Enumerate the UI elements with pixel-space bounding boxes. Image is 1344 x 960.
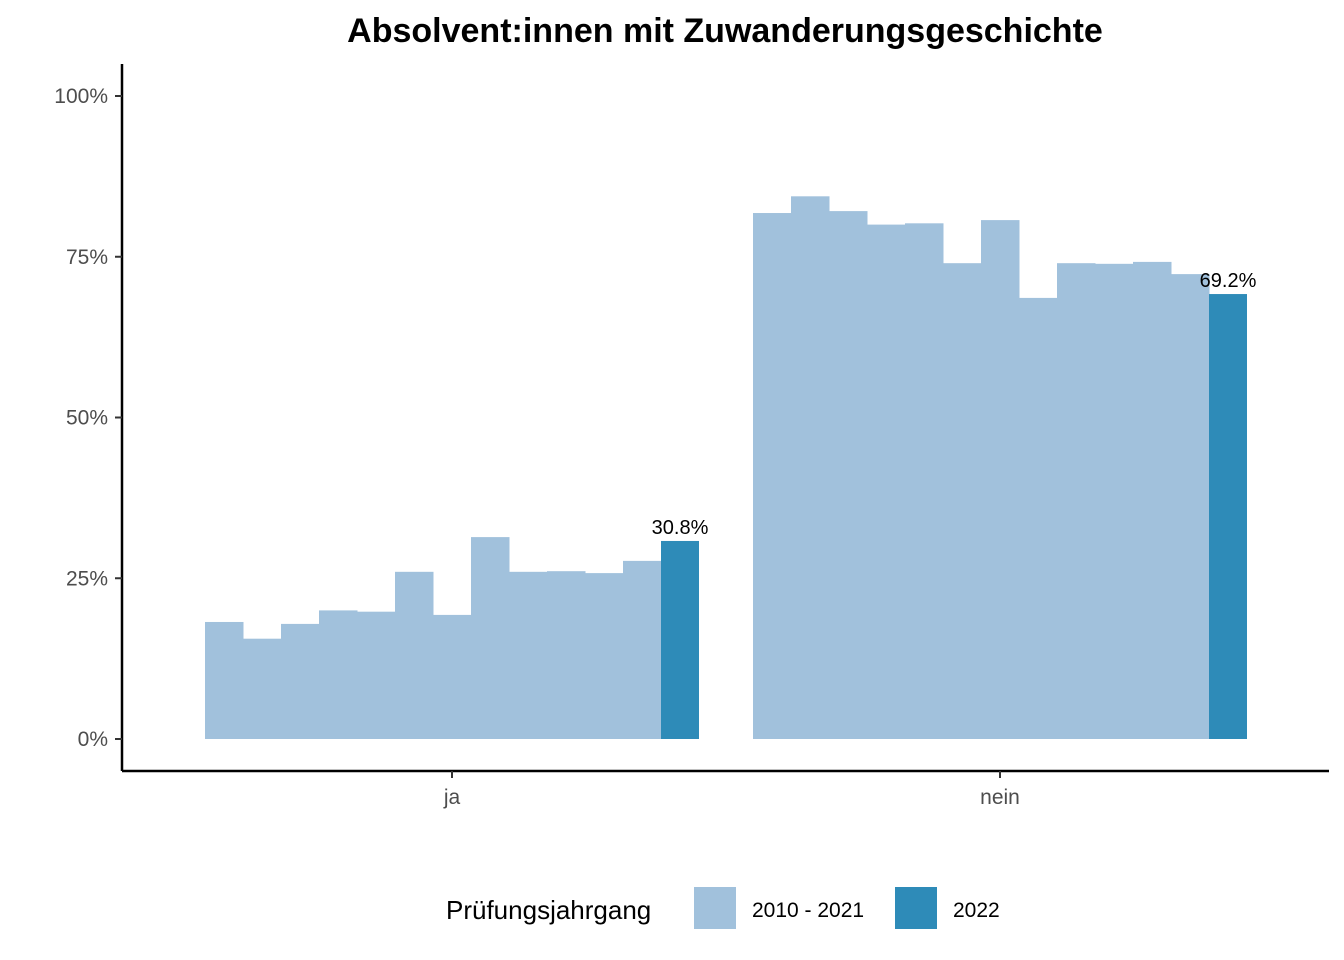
bar-ja-historic-1 [205,621,244,739]
data-label-nein-2022: 69.2% [1200,270,1257,292]
legend-label-current: 2022 [953,899,1000,922]
bar-ja-historic-9 [509,571,548,739]
bar-nein-historic-3 [829,211,868,740]
chart-title: Absolvent:innen mit Zuwanderungsgeschich… [347,12,1103,50]
bar-nein-historic-5 [905,223,944,740]
bar-ja-historic-7 [433,614,472,739]
bar-nein-historic-2 [791,196,830,740]
bar-nein-historic-4 [867,224,906,740]
bar-nein-historic-10 [1095,263,1134,739]
bar-ja-historic-5 [357,611,396,739]
bar-nein-historic-8 [1019,297,1058,739]
y-tick-label: 75% [66,246,108,269]
bar-ja-historic-2 [243,638,282,739]
bar-ja-historic-10 [547,571,586,739]
bar-ja-historic-3 [281,623,320,739]
bar-ja-historic-4 [319,610,358,739]
legend-title: Prüfungsjahrgang [446,895,651,925]
bar-ja-2022 [661,540,699,739]
y-tick-label: 50% [66,407,108,430]
legend-swatch-current [895,887,937,929]
legend: Prüfungsjahrgang 2010 - 2021 2022 [446,887,1000,929]
bar-nein-historic-9 [1057,263,1096,739]
data-labels: 30.8% 69.2% [652,270,1257,539]
bars [205,196,1247,740]
y-tick-label: 100% [54,85,108,108]
y-tick-label: 25% [66,567,108,590]
y-axis: 0% 25% 50% 75% 100% [54,85,122,751]
x-tick-label-ja: ja [443,786,461,809]
legend-label-historic: 2010 - 2021 [752,899,864,922]
x-axis: ja nein [443,771,1020,809]
legend-swatch-historic [694,887,736,929]
bar-nein-historic-7 [981,220,1020,739]
bar-nein-historic-11 [1133,261,1172,739]
bar-nein-historic-1 [753,213,792,739]
bar-ja-historic-6 [395,571,434,739]
x-tick-label-nein: nein [980,786,1020,809]
bar-nein-historic-12 [1171,274,1210,739]
bar-ja-historic-8 [471,537,510,739]
bar-ja-historic-11 [585,573,624,739]
y-tick-label: 0% [78,728,108,751]
bar-nein-2022 [1209,294,1247,739]
data-label-ja-2022: 30.8% [652,517,709,539]
bar-ja-historic-12 [623,560,662,739]
bar-nein-historic-6 [943,263,982,739]
